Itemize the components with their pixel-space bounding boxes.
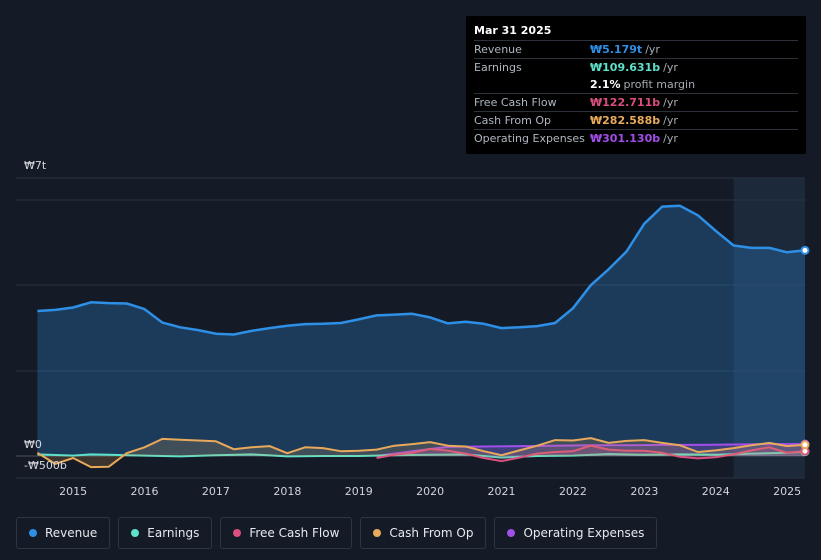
x-tick-label: 2016 <box>131 485 159 498</box>
x-tick-label: 2019 <box>345 485 373 498</box>
tooltip-row-operating-expenses: Operating Expenses ₩301.130b /yr <box>474 129 798 147</box>
x-tick-label: 2024 <box>702 485 730 498</box>
earnings-line <box>37 450 806 459</box>
tooltip-value: ₩5.179t <box>590 43 643 56</box>
y-axis-top-label: ₩7t <box>24 159 47 172</box>
tooltip-label: Cash From Op <box>474 114 552 127</box>
x-tick-label: 2018 <box>273 485 301 498</box>
revenue-line <box>37 204 806 336</box>
tooltip-row-cash-from-op: Cash From Op ₩282.588b /yr <box>474 111 798 129</box>
tooltip-unit: /yr <box>663 96 678 109</box>
free-cash-flow-line <box>376 444 806 463</box>
tooltip-label: Operating Expenses <box>474 132 585 145</box>
tooltip-unit: profit margin <box>623 78 696 91</box>
tooltip-label: Free Cash Flow <box>474 96 557 109</box>
legend-label: Free Cash Flow <box>249 526 340 540</box>
cash-from-op-area <box>37 438 805 468</box>
tooltip-value: ₩122.711b <box>590 96 661 109</box>
x-tick-label: 2025 <box>773 485 801 498</box>
tooltip-value: ₩282.588b <box>590 114 661 127</box>
y-axis-bottom-label: -₩500b <box>24 459 67 472</box>
x-tick-label: 2020 <box>416 485 444 498</box>
tooltip-row-earnings: Earnings ₩109.631b /yr <box>474 58 798 76</box>
tooltip-label <box>474 76 590 93</box>
legend-dot-icon <box>131 529 140 537</box>
tooltip-row-revenue: Revenue ₩5.179t /yr <box>474 40 798 58</box>
y-axis-zero-label: ₩0 <box>24 438 42 451</box>
tooltip-date: Mar 31 2025 <box>474 24 552 37</box>
tooltip-unit: /yr <box>663 114 678 127</box>
tooltip-row-free-cash-flow: Free Cash Flow ₩122.711b /yr <box>474 93 798 111</box>
tooltip-row-margin: 2.1% profit margin <box>474 76 798 93</box>
data-tooltip: Mar 31 2025 Revenue ₩5.179t /yr Earnings… <box>466 16 806 154</box>
tooltip-value: ₩109.631b <box>590 61 661 74</box>
highlight-region <box>733 178 805 478</box>
tooltip-label: Revenue <box>474 43 522 56</box>
legend-label: Earnings <box>147 526 200 540</box>
tooltip-unit: /yr <box>663 61 678 74</box>
x-tick-label: 2017 <box>202 485 230 498</box>
legend-item-earnings[interactable]: Earnings <box>118 517 213 549</box>
x-tick-label: 2022 <box>559 485 587 498</box>
legend-item-free-cash-flow[interactable]: Free Cash Flow <box>220 517 353 549</box>
tooltip-value: 2.1% <box>590 78 621 91</box>
x-tick-label: 2015 <box>59 485 87 498</box>
x-tick-label: 2021 <box>488 485 516 498</box>
chart-legend: Revenue Earnings Free Cash Flow Cash Fro… <box>16 517 658 549</box>
legend-label: Cash From Op <box>389 526 474 540</box>
tooltip-value: ₩301.130b <box>590 132 661 145</box>
cash-from-op-line <box>36 437 806 469</box>
revenue-end-marker <box>800 245 810 255</box>
legend-dot-icon <box>29 529 37 537</box>
legend-dot-icon <box>373 529 382 537</box>
revenue-area <box>37 205 805 456</box>
x-tick-label: 2023 <box>630 485 658 498</box>
tooltip-unit: /yr <box>645 43 660 56</box>
legend-item-operating-expenses[interactable]: Operating Expenses <box>494 517 658 549</box>
cash-from-op-end-marker <box>800 440 810 450</box>
legend-label: Revenue <box>45 526 98 540</box>
legend-dot-icon <box>233 529 242 537</box>
legend-item-cash-from-op[interactable]: Cash From Op <box>360 517 487 549</box>
legend-label: Operating Expenses <box>523 526 645 540</box>
legend-dot-icon <box>507 529 516 537</box>
legend-item-revenue[interactable]: Revenue <box>16 517 111 549</box>
tooltip-unit: /yr <box>663 132 678 145</box>
tooltip-label: Earnings <box>474 61 522 74</box>
